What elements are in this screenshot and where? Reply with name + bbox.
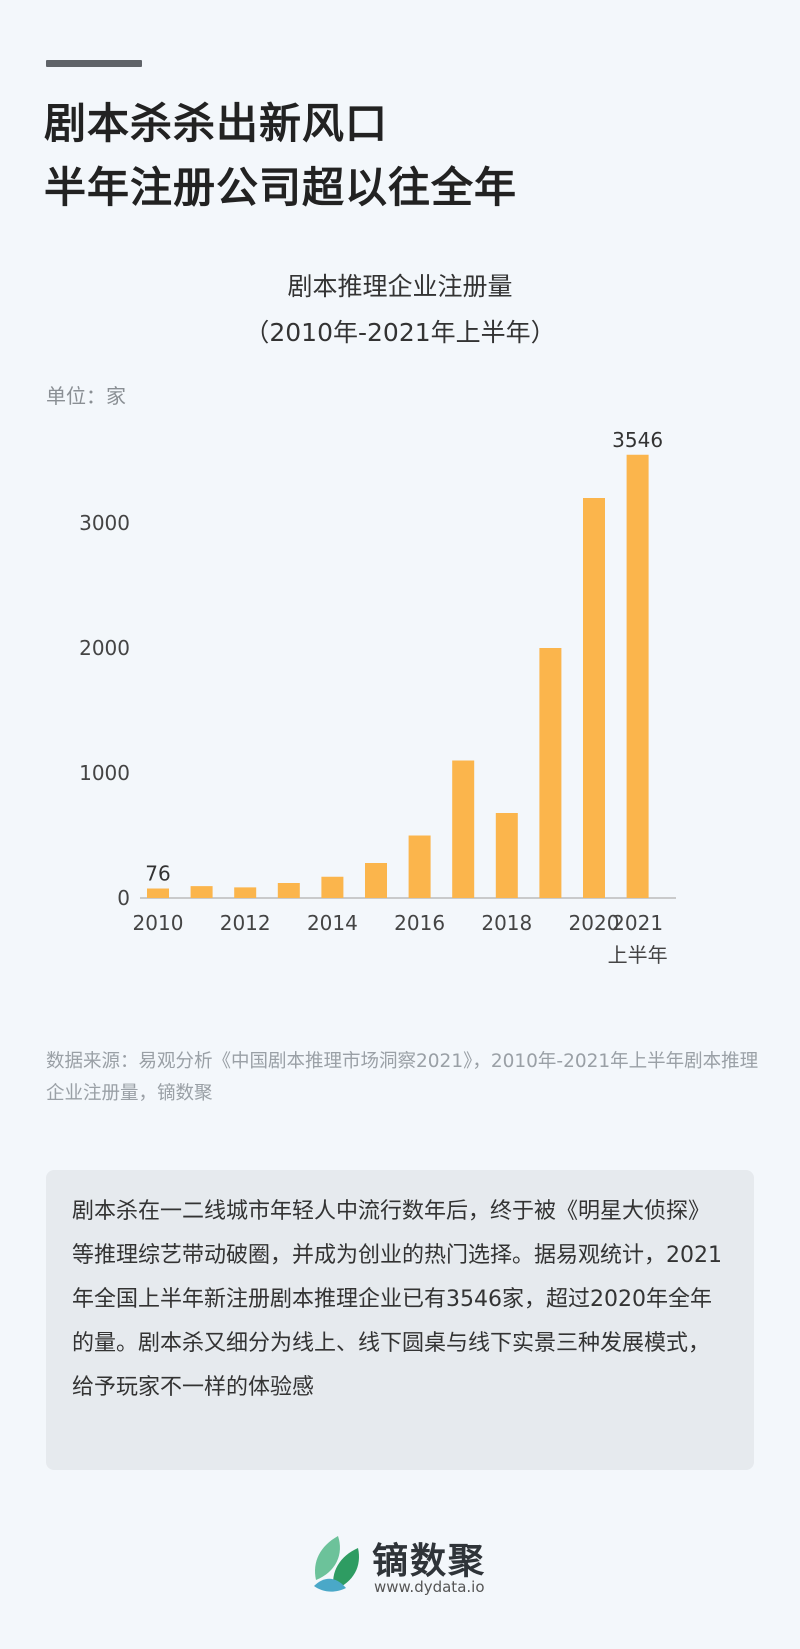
brand-logo: 镝数聚 www.dydata.io bbox=[310, 1528, 540, 1608]
bar bbox=[539, 648, 562, 898]
summary-note-box: 剧本杀在一二线城市年轻人中流行数年后，终于被《明星大侦探》等推理综艺带动破圈，并… bbox=[46, 1170, 754, 1470]
bar-chart: 0 1000 2000 3000 76 3546 2010 2012 2014 2016 2018 2… bbox=[79, 428, 676, 967]
y-tick-label: 2000 bbox=[79, 636, 130, 660]
chart-title: 剧本推理企业注册量 bbox=[287, 272, 513, 301]
headline-line-2: 半年注册公司超以往全年 bbox=[44, 163, 518, 212]
bar bbox=[495, 813, 518, 898]
data-source-text: 数据来源：易观分析《中国剧本推理市场洞察2021》，2010年-2021年上半年… bbox=[46, 1051, 759, 1104]
bar bbox=[365, 863, 387, 898]
bar bbox=[277, 883, 300, 898]
x-tick-label: 2020 bbox=[569, 911, 620, 935]
chart-subtitle: （2010年-2021年上半年） bbox=[244, 318, 556, 347]
y-tick-label: 3000 bbox=[79, 511, 130, 535]
x-tick-label: 2021 bbox=[612, 911, 663, 935]
x-tick-label: 2014 bbox=[307, 911, 358, 935]
leaf-icon bbox=[314, 1536, 359, 1592]
summary-note-text: 剧本杀在一二线城市年轻人中流行数年后，终于被《明星大侦探》等推理综艺带动破圈，并… bbox=[72, 1199, 722, 1400]
headline-line-1: 剧本杀杀出新风口 bbox=[44, 99, 389, 148]
chart-unit-label: 单位：家 bbox=[46, 384, 126, 408]
brand-name: 镝数聚 bbox=[372, 1541, 487, 1582]
data-label: 3546 bbox=[612, 428, 663, 452]
y-tick-label: 0 bbox=[117, 886, 130, 910]
chart-title-block: 剧本推理企业注册量 （2010年-2021年上半年） bbox=[0, 264, 800, 356]
x-tick-label: 2012 bbox=[220, 911, 271, 935]
header-accent-bar bbox=[46, 60, 142, 67]
x-tick-label: 2010 bbox=[133, 911, 184, 935]
brand-url: www.dydata.io bbox=[374, 1578, 485, 1596]
x-tick-sublabel: 上半年 bbox=[608, 943, 668, 967]
data-label: 76 bbox=[145, 862, 170, 886]
page-headline: 剧本杀杀出新风口 半年注册公司超以往全年 bbox=[44, 92, 517, 220]
bar bbox=[190, 886, 213, 898]
bar bbox=[321, 876, 344, 898]
bar bbox=[234, 887, 257, 898]
bar bbox=[147, 888, 169, 898]
bar bbox=[626, 454, 649, 898]
bar bbox=[408, 835, 431, 898]
x-tick-label: 2018 bbox=[481, 911, 532, 935]
x-tick-label: 2016 bbox=[394, 911, 445, 935]
bar bbox=[583, 498, 605, 898]
y-tick-label: 1000 bbox=[79, 761, 130, 785]
bar bbox=[452, 760, 475, 898]
